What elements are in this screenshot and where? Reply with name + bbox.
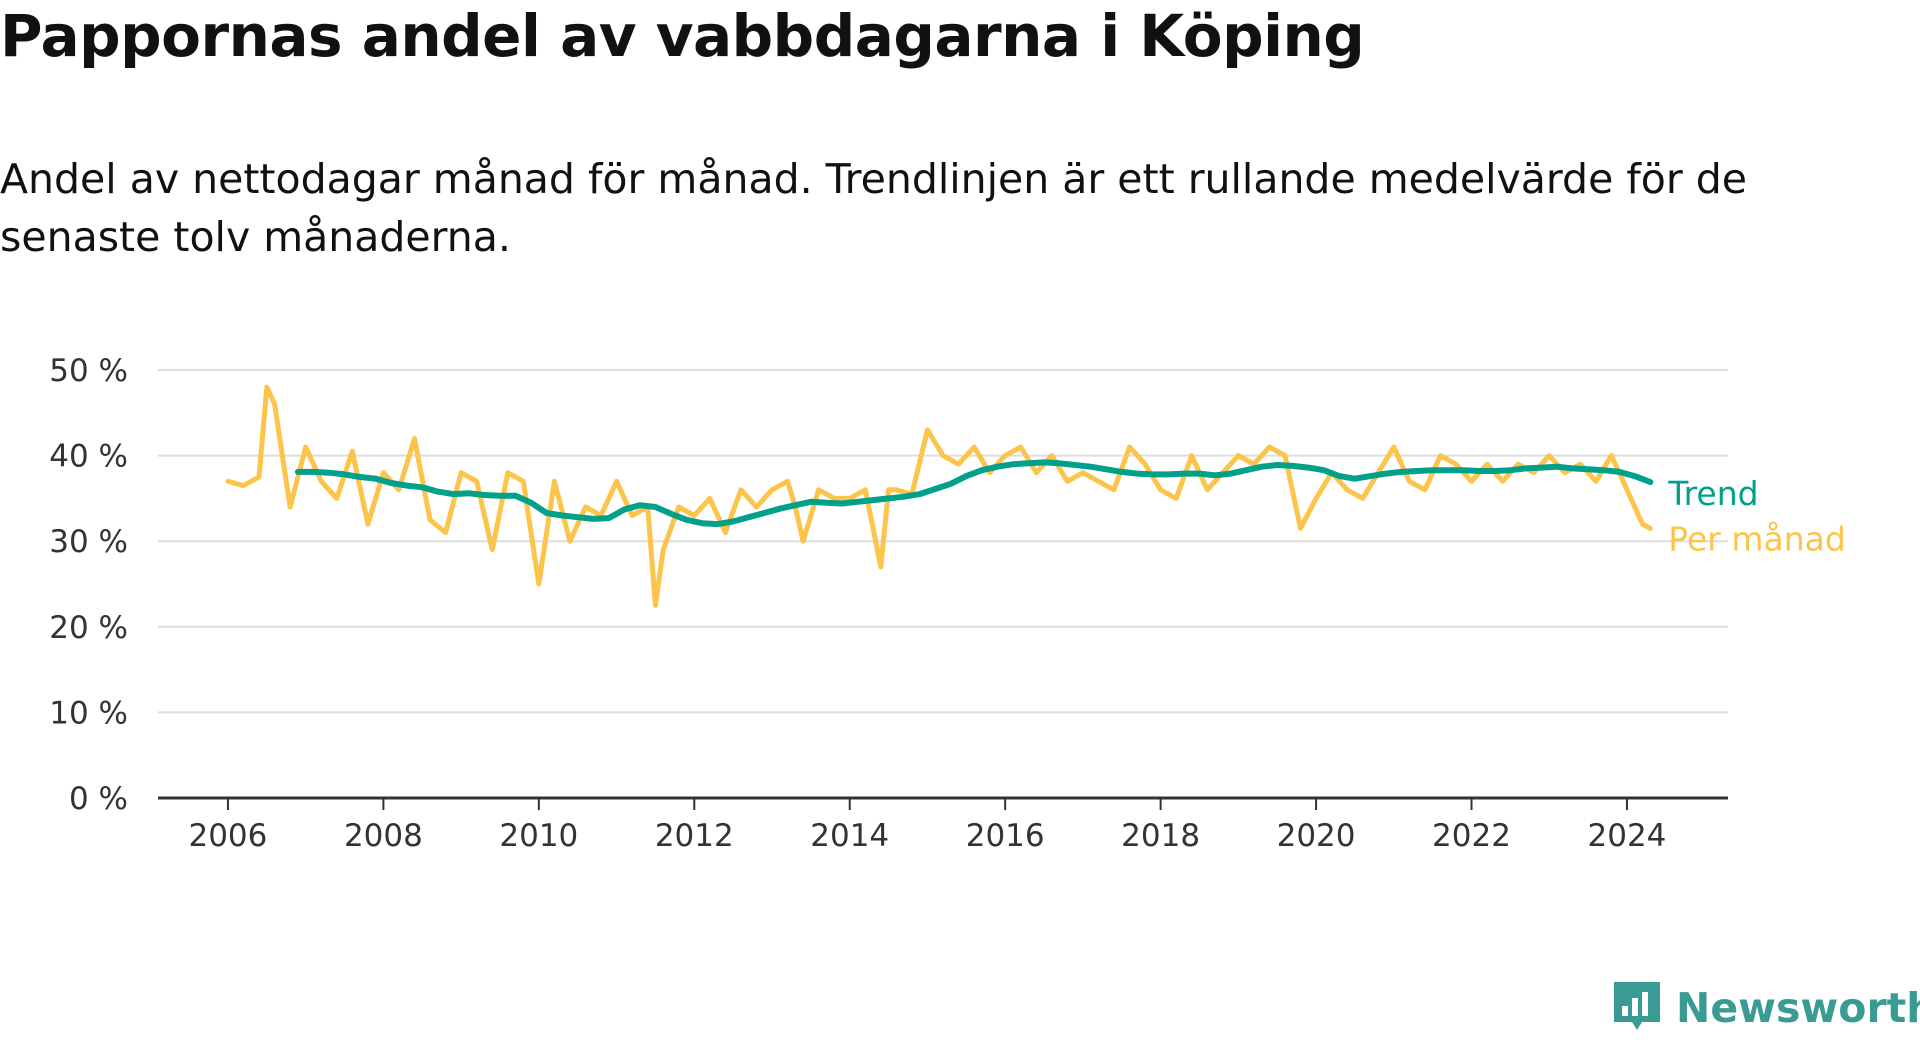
x-tick-label: 2012: [655, 818, 734, 854]
x-tick-label: 2024: [1588, 818, 1667, 854]
y-tick-label: 40 %: [49, 439, 128, 475]
x-tick-label: 2014: [810, 818, 889, 854]
series-line-trend: [294, 459, 1654, 528]
legend-label-trend: Trend: [1667, 474, 1758, 513]
x-tick-label: 2020: [1277, 818, 1356, 854]
x-tick-label: 2018: [1121, 818, 1200, 854]
legend: Per månad Trend: [1667, 474, 1846, 559]
newsworthy-brand: Newsworthy: [1612, 978, 1920, 1038]
series-lines: [225, 384, 1654, 608]
series-line-per-manad: [225, 384, 1653, 608]
grid-lines: [158, 369, 1728, 714]
page-title: Pappornas andel av vabbdagarna i Köping: [0, 2, 1365, 70]
x-tick-label: 2006: [188, 818, 267, 854]
y-tick-label: 50 %: [49, 353, 128, 389]
brand-name: Newsworthy: [1676, 984, 1920, 1032]
y-axis-ticks: 0 % 10 % 20 % 30 % 40 % 50 %: [49, 353, 128, 817]
y-tick-label: 10 %: [49, 695, 128, 731]
page-subtitle: Andel av nettodagar månad för månad. Tre…: [0, 155, 1747, 261]
chart-logo-icon: [1614, 982, 1660, 1030]
x-tick-label: 2008: [344, 818, 423, 854]
legend-label-per-manad: Per månad: [1668, 519, 1846, 558]
x-tick-label: 2016: [966, 818, 1045, 854]
y-tick-label: 30 %: [49, 524, 128, 560]
x-axis: 2006 2008 2010 2012 2014 2016 2018 2020 2022 2024: [158, 796, 1728, 854]
x-tick-label: 2010: [499, 818, 578, 854]
y-tick-label: 20 %: [49, 610, 128, 646]
y-tick-label: 0 %: [69, 781, 128, 817]
x-tick-label: 2022: [1432, 818, 1511, 854]
